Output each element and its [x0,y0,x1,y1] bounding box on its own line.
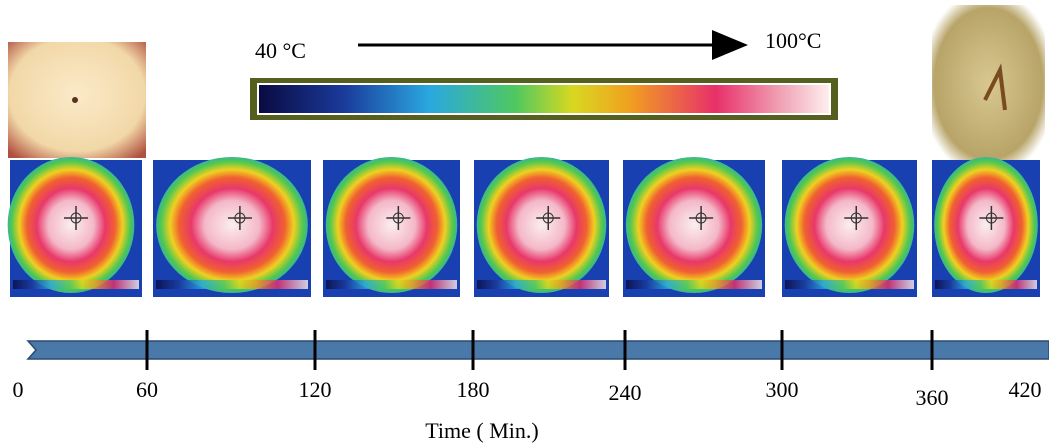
thermal-blob [156,157,308,293]
timeline-ticks: 0 60 120 180 240 300 360 420 [13,330,1042,410]
tick-label: 180 [457,377,490,402]
thermal-scale-strip [156,280,308,289]
thermal-scale-strip [935,280,1037,289]
crosshair-ring [985,212,997,224]
tick-label: 420 [1009,377,1042,402]
crosshair [689,206,714,230]
thermal-scale-strip [477,280,606,289]
timeline-bar [26,340,1049,360]
thermal-images [7,157,1040,297]
crosshair-ring [542,212,554,224]
scale-max-label: 100°C [765,28,821,53]
crosshair-ring [70,212,82,224]
tick-label: 300 [766,377,799,402]
crosshair-ring [695,212,707,224]
thermal-blob [784,157,915,293]
tick-label: 0 [13,377,24,402]
thermal-blob [476,157,607,293]
thermal-blob [325,157,458,293]
thermal-scale-strip [785,280,914,289]
crosshair [844,206,869,230]
axis-label: Time ( Min.) [425,418,538,443]
thermal-blob [625,157,763,293]
crosshair [64,206,88,230]
tick-label: 120 [299,377,332,402]
scale-min-label: 40 °C [255,38,306,63]
crosshair [227,206,252,230]
tick-label: 360 [916,385,949,410]
color-scale [257,83,831,115]
crosshair-ring [392,212,404,224]
thermal-blob [934,157,1038,293]
thermal-scale-strip [326,280,457,289]
crosshair-ring [234,212,246,224]
thermal-scale-strip [13,280,139,289]
apple-seed [72,97,78,103]
crosshair [386,206,411,230]
tick-label: 60 [136,377,158,402]
thermal-scale-strip [626,280,762,289]
crosshair-ring [850,212,862,224]
apple-core [983,63,1007,111]
thermal-blob [7,157,135,293]
crosshair [536,206,561,230]
crosshair [979,206,1004,230]
tick-label: 240 [609,380,642,405]
dried-apple-photo [932,5,1045,162]
